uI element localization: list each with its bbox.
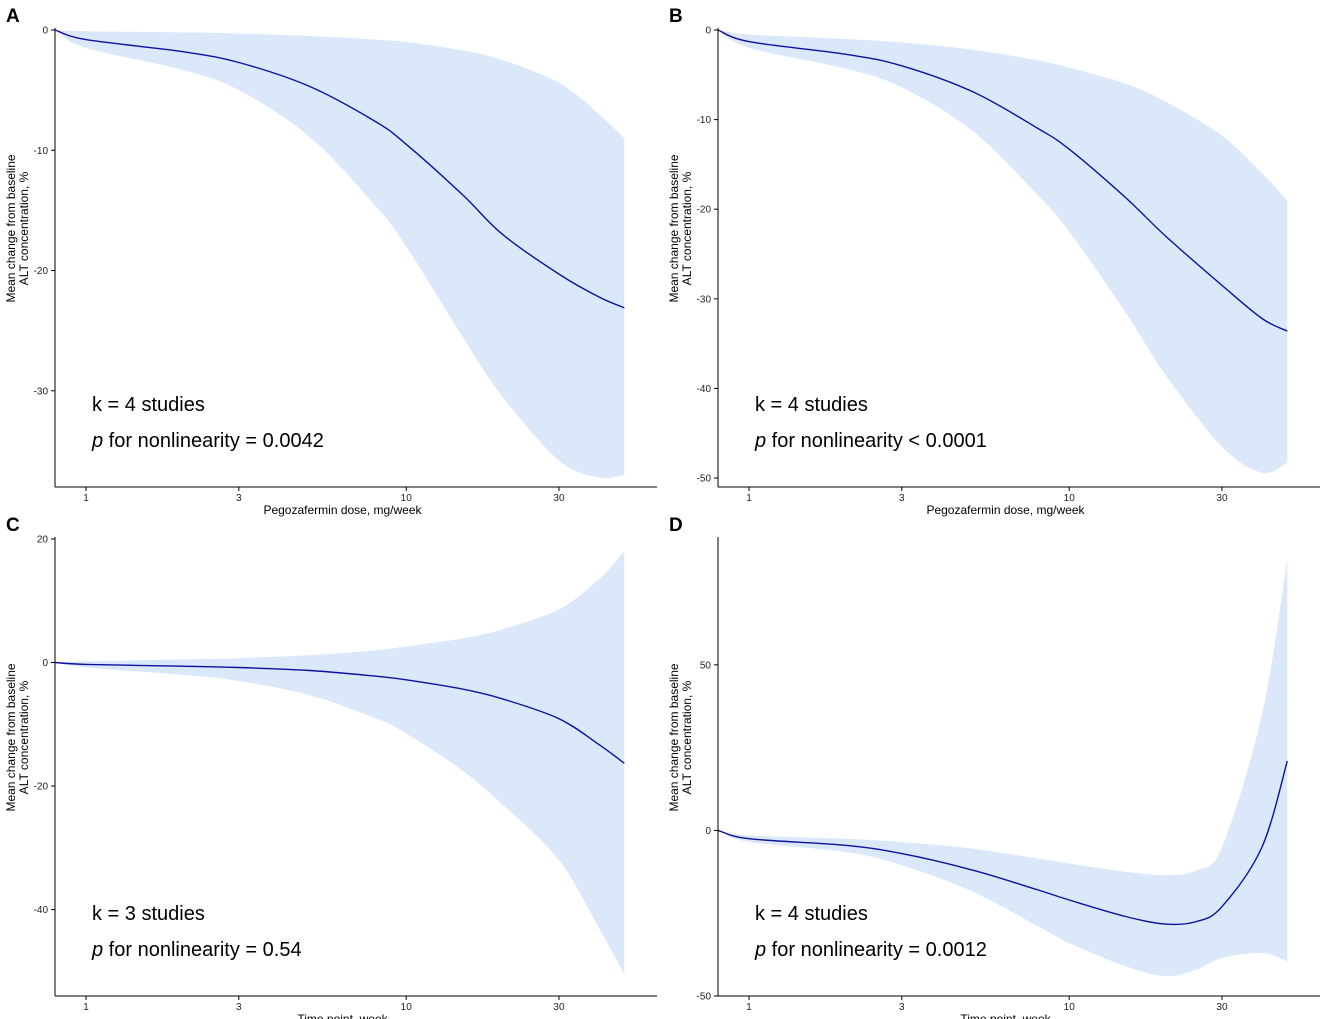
y-tick-label: -20 bbox=[34, 782, 49, 793]
panel-c: C 20 0 -20 -40 1 3 10 30 Time point, week Mean ch… bbox=[0, 509, 662, 1019]
y-axis-label-line2: ALT concentration, % bbox=[17, 171, 31, 285]
x-tick-label: 10 bbox=[1064, 493, 1076, 504]
y-tick-label: 0 bbox=[42, 26, 48, 37]
y-tick-label: -40 bbox=[34, 905, 49, 916]
p-symbol: p bbox=[754, 939, 766, 961]
x-tick-label: 30 bbox=[553, 493, 565, 504]
y-tick-label: 50 bbox=[700, 660, 712, 671]
panel-label-a: A bbox=[6, 6, 20, 27]
y-tick-label: 0 bbox=[42, 658, 48, 669]
nonlinearity-annotation: p for nonlinearity < 0.0001 bbox=[754, 430, 987, 452]
y-tick-label: -40 bbox=[697, 384, 712, 395]
estimate-line-b bbox=[717, 29, 1288, 332]
chart-b: B 0 -10 -20 -30 -40 -50 1 3 10 30 Pegozafermin dos… bbox=[667, 6, 1320, 517]
panel-a: A 0 -10 -20 -30 1 3 10 30 Pegozafermin dose, mg/… bbox=[0, 0, 662, 517]
y-tick-label: -50 bbox=[697, 992, 712, 1003]
confidence-band-c bbox=[55, 551, 625, 975]
y-axis-label-line1: Mean change from baseline bbox=[667, 663, 681, 811]
x-tick-label: 10 bbox=[1064, 1002, 1076, 1013]
estimate-line-d bbox=[717, 760, 1288, 926]
x-axis-label: Time point, week bbox=[960, 1012, 1051, 1019]
p-value-text: for nonlinearity = 0.0042 bbox=[103, 430, 324, 452]
studies-count-annotation: k = 4 studies bbox=[92, 394, 205, 416]
p-symbol: p bbox=[91, 939, 103, 961]
p-value-text: for nonlinearity = 0.54 bbox=[103, 939, 301, 961]
nonlinearity-annotation: p for nonlinearity = 0.0012 bbox=[754, 939, 987, 961]
y-tick-label: -30 bbox=[697, 294, 712, 305]
p-value-text: for nonlinearity = 0.0012 bbox=[766, 939, 987, 961]
y-tick-label: 0 bbox=[705, 26, 711, 37]
studies-count-annotation: k = 4 studies bbox=[755, 903, 868, 925]
chart-a: A 0 -10 -20 -30 1 3 10 30 Pegozafermin dose, mg/… bbox=[4, 6, 657, 517]
confidence-band-b bbox=[718, 30, 1288, 474]
x-tick-label: 3 bbox=[236, 493, 242, 504]
panel-d: D 50 0 -50 1 3 10 30 Time point, week Mean chang… bbox=[663, 509, 1325, 1019]
studies-count-annotation: k = 4 studies bbox=[755, 394, 868, 416]
panel-b: B 0 -10 -20 -30 -40 -50 1 3 10 30 Pegozafermin dos… bbox=[663, 0, 1325, 517]
x-tick-label: 30 bbox=[1216, 1002, 1228, 1013]
p-symbol: p bbox=[754, 430, 766, 452]
chart-c: C 20 0 -20 -40 1 3 10 30 Time point, week Mean ch… bbox=[4, 515, 657, 1019]
x-tick-label: 1 bbox=[83, 1002, 89, 1013]
panel-label-d: D bbox=[669, 515, 683, 536]
estimate-line-c bbox=[54, 661, 625, 764]
y-tick-label: 20 bbox=[37, 535, 49, 546]
x-tick-label: 30 bbox=[1216, 493, 1228, 504]
chart-d: D 50 0 -50 1 3 10 30 Time point, week Mean chang… bbox=[667, 515, 1320, 1019]
x-tick-label: 1 bbox=[746, 1002, 752, 1013]
nonlinearity-annotation: p for nonlinearity = 0.0042 bbox=[91, 430, 324, 452]
x-axis-label: Time point, week bbox=[297, 1012, 388, 1019]
studies-count-annotation: k = 3 studies bbox=[92, 903, 205, 925]
estimate-line-a bbox=[54, 29, 625, 309]
y-axis-label-line2: ALT concentration, % bbox=[680, 171, 694, 285]
y-tick-label: -30 bbox=[34, 386, 49, 397]
x-axis-label: Pegozafermin dose, mg/week bbox=[926, 503, 1085, 517]
confidence-band-d bbox=[718, 558, 1288, 977]
x-axis-label: Pegozafermin dose, mg/week bbox=[263, 503, 422, 517]
confidence-band-a bbox=[55, 30, 625, 479]
x-tick-label: 3 bbox=[899, 1002, 905, 1013]
y-axis-label-line2: ALT concentration, % bbox=[680, 680, 694, 794]
y-tick-label: -20 bbox=[697, 205, 712, 216]
y-axis-label-line2: ALT concentration, % bbox=[17, 680, 31, 794]
x-tick-label: 3 bbox=[899, 493, 905, 504]
p-symbol: p bbox=[91, 430, 103, 452]
x-tick-label: 10 bbox=[401, 493, 413, 504]
x-tick-label: 30 bbox=[553, 1002, 565, 1013]
p-value-text: for nonlinearity < 0.0001 bbox=[766, 430, 987, 452]
y-tick-label: -10 bbox=[34, 146, 49, 157]
y-axis-label-line1: Mean change from baseline bbox=[4, 154, 18, 302]
y-axis-label-line1: Mean change from baseline bbox=[4, 663, 18, 811]
y-tick-label: -20 bbox=[34, 266, 49, 277]
y-tick-label: 0 bbox=[705, 826, 711, 837]
x-tick-label: 1 bbox=[746, 493, 752, 504]
x-tick-label: 3 bbox=[236, 1002, 242, 1013]
panel-label-b: B bbox=[669, 6, 683, 27]
x-tick-label: 10 bbox=[401, 1002, 413, 1013]
y-tick-label: -10 bbox=[697, 115, 712, 126]
y-tick-label: -50 bbox=[697, 474, 712, 485]
x-tick-label: 1 bbox=[83, 493, 89, 504]
y-axis-label-line1: Mean change from baseline bbox=[667, 154, 681, 302]
panel-label-c: C bbox=[6, 515, 20, 536]
nonlinearity-annotation: p for nonlinearity = 0.54 bbox=[91, 939, 302, 961]
